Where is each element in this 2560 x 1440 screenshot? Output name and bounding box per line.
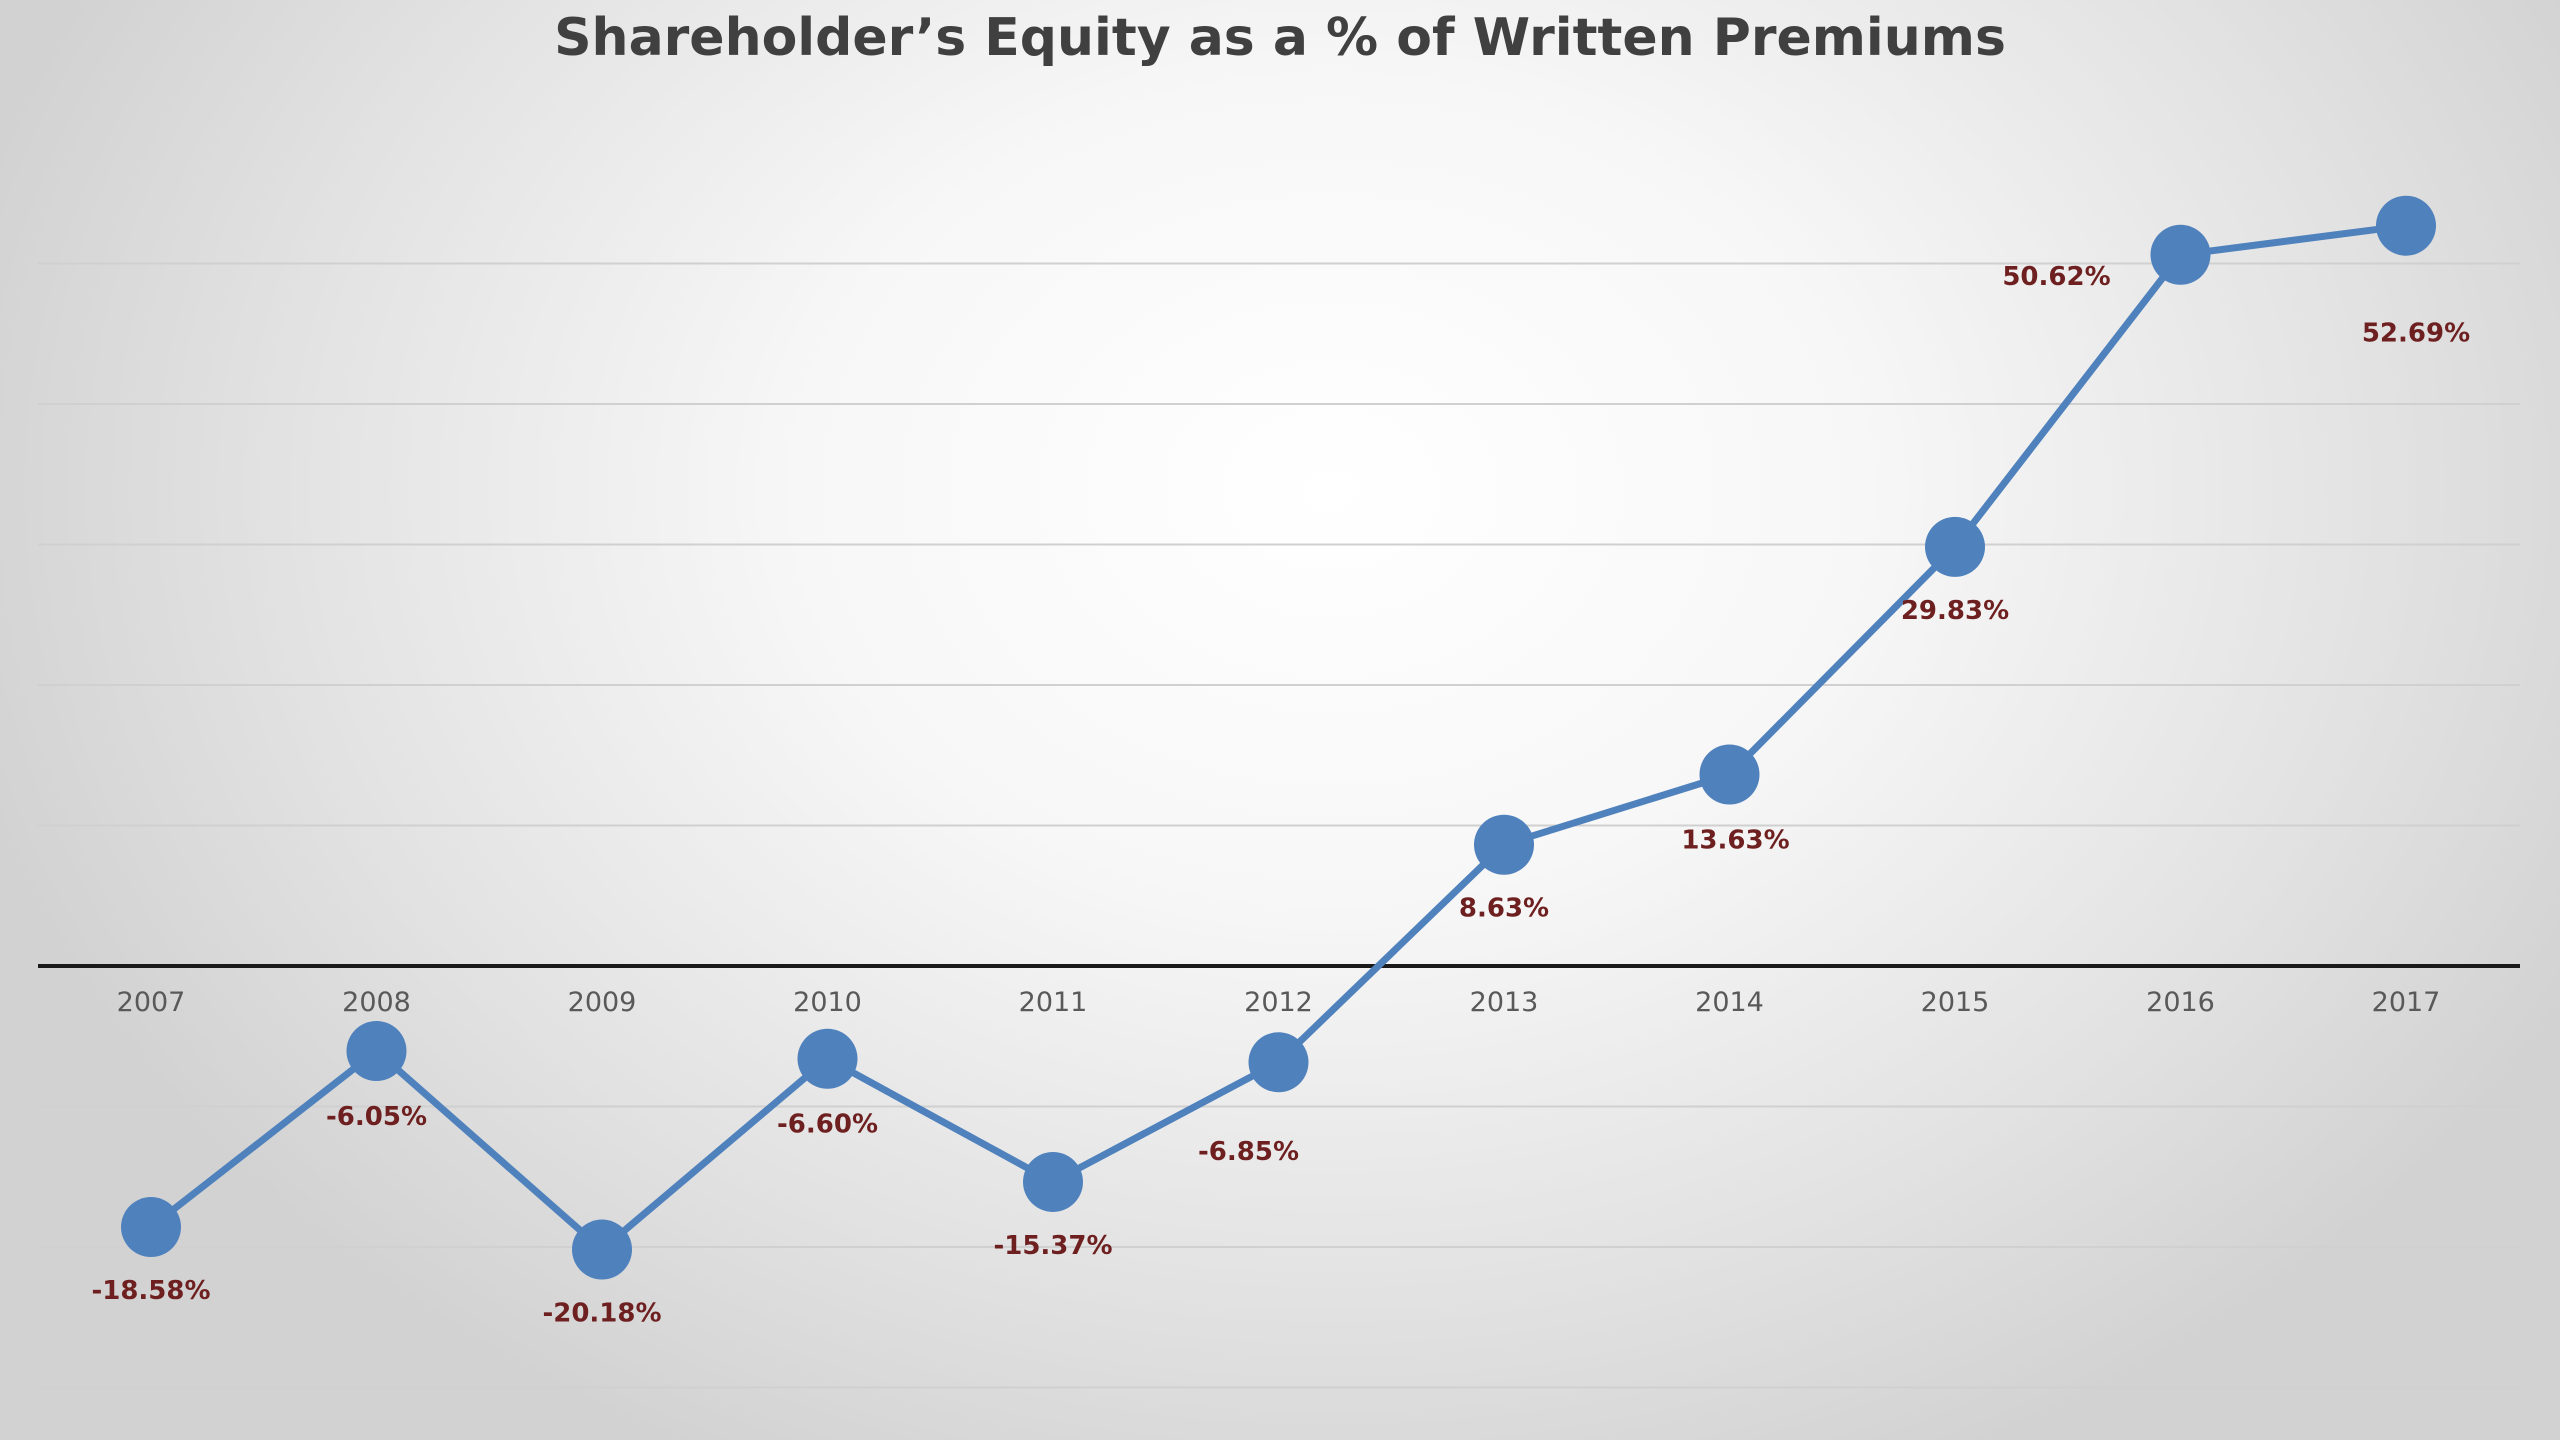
data-point bbox=[572, 1219, 632, 1280]
data-label: 29.83% bbox=[1901, 596, 2009, 626]
x-tick-label: 2009 bbox=[568, 987, 637, 1018]
data-point bbox=[1248, 1032, 1309, 1093]
data-point bbox=[2376, 195, 2436, 256]
x-tick-label: 2017 bbox=[2372, 987, 2441, 1018]
data-point bbox=[1699, 744, 1760, 805]
data-point bbox=[121, 1197, 181, 1258]
data-label: 52.69% bbox=[2362, 319, 2470, 349]
x-tick-label: 2011 bbox=[1019, 987, 1088, 1018]
x-tick-label: 2014 bbox=[1695, 987, 1764, 1018]
data-label: 13.63% bbox=[1681, 825, 1789, 855]
x-tick-label: 2013 bbox=[1470, 987, 1539, 1018]
x-tick-label: 2015 bbox=[1921, 987, 1990, 1018]
data-label: -6.60% bbox=[777, 1110, 878, 1140]
data-point bbox=[346, 1021, 407, 1082]
x-tick-label: 2007 bbox=[117, 987, 186, 1018]
data-label: 8.63% bbox=[1459, 894, 1549, 924]
data-point bbox=[1023, 1151, 1083, 1212]
x-tick-label: 2016 bbox=[2146, 987, 2215, 1018]
x-tick-label: 2012 bbox=[1244, 987, 1313, 1018]
series-line bbox=[148, 222, 2407, 1254]
data-label: -6.05% bbox=[326, 1102, 427, 1132]
data-point bbox=[2150, 224, 2211, 285]
chart-title: Shareholder’s Equity as a % of Written P… bbox=[554, 8, 2006, 68]
data-point bbox=[1474, 814, 1534, 875]
data-label: -18.58% bbox=[91, 1276, 210, 1306]
x-tick-label: 2010 bbox=[793, 987, 862, 1018]
data-label: -15.37% bbox=[993, 1231, 1112, 1261]
data-point bbox=[797, 1028, 858, 1089]
x-tick-label: 2008 bbox=[342, 987, 411, 1018]
data-label: 50.62% bbox=[2002, 262, 2110, 292]
data-label: -20.18% bbox=[542, 1299, 661, 1329]
data-label: -6.85% bbox=[1198, 1137, 1299, 1167]
data-point bbox=[1925, 516, 1985, 577]
